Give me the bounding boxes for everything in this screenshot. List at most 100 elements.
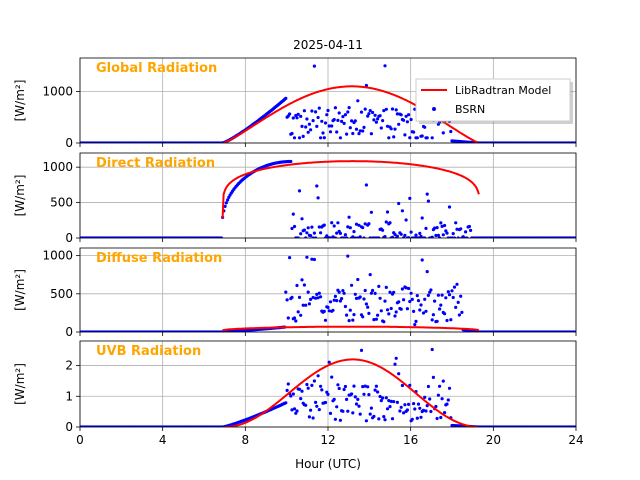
legend-box	[415, 78, 571, 122]
obs-point	[331, 235, 335, 238]
obs-point	[301, 303, 305, 307]
obs-point	[403, 403, 407, 407]
obs-point	[296, 112, 300, 116]
y-tick-label: 0	[65, 231, 73, 245]
obs-point	[426, 199, 430, 203]
obs-point	[407, 286, 411, 291]
obs-point	[363, 288, 367, 293]
model-line	[222, 325, 479, 332]
obs-point	[341, 289, 345, 293]
obs-point	[302, 228, 306, 232]
obs-point	[446, 398, 450, 402]
obs-point	[430, 347, 434, 352]
obs-point	[311, 119, 315, 123]
obs-point	[416, 299, 421, 303]
obs-point	[304, 125, 308, 129]
obs-point	[310, 257, 314, 261]
obs-point	[315, 292, 319, 296]
obs-point	[315, 184, 319, 188]
obs-point	[403, 233, 407, 237]
obs-point	[399, 232, 403, 236]
obs-point	[392, 290, 396, 294]
obs-point	[307, 302, 311, 306]
y-tick-label: 1000	[42, 160, 73, 174]
figure-title: 2025-04-11	[293, 38, 363, 52]
x-tick-label: 12	[320, 433, 335, 447]
obs-point	[385, 210, 390, 214]
obs-point	[425, 270, 429, 274]
obs-point	[358, 295, 362, 299]
obs-point	[450, 289, 454, 293]
obs-point	[363, 222, 367, 226]
obs-point	[291, 392, 295, 396]
obs-point	[367, 311, 371, 315]
obs-point	[292, 136, 297, 140]
obs-point	[323, 121, 328, 125]
obs-point	[300, 278, 304, 282]
obs-point	[430, 318, 434, 322]
obs-point	[434, 233, 438, 238]
obs-point	[393, 127, 397, 131]
obs-point	[317, 106, 321, 110]
obs-point	[423, 297, 427, 301]
obs-point	[351, 235, 355, 238]
obs-point	[354, 127, 359, 131]
obs-point	[306, 290, 310, 294]
legend-model-label: LibRadtran Model	[455, 84, 551, 97]
obs-point	[342, 387, 346, 392]
obs-point	[368, 273, 372, 277]
obs-point	[429, 288, 433, 292]
obs-point	[353, 119, 357, 123]
obs-point	[311, 295, 315, 300]
obs-point	[409, 117, 413, 122]
x-tick-label: 8	[242, 433, 250, 447]
obs-point	[310, 225, 314, 229]
obs-point	[358, 129, 362, 133]
obs-point	[294, 319, 298, 323]
obs-point	[382, 320, 386, 324]
obs-point	[316, 115, 320, 120]
obs-point	[385, 124, 390, 128]
obs-point	[420, 134, 424, 138]
obs-point	[316, 196, 320, 200]
obs-point	[415, 416, 419, 420]
obs-point	[353, 395, 357, 399]
obs-point	[300, 389, 304, 393]
obs-point	[302, 109, 306, 113]
obs-point	[348, 226, 352, 230]
obs-point	[368, 109, 372, 113]
obs-point	[299, 397, 303, 401]
obs-point	[319, 231, 323, 235]
obs-point	[297, 189, 302, 193]
obs-point	[361, 315, 365, 319]
obs-point	[361, 385, 365, 389]
obs-point	[424, 309, 428, 313]
panel-2: 0 500 1000 Direct Radiation [W/m²]	[13, 152, 577, 245]
obs-point	[441, 131, 445, 135]
obs-point	[317, 291, 321, 295]
obs-point	[286, 382, 290, 386]
y-tick-label: 500	[50, 287, 73, 301]
obs-point	[439, 221, 443, 225]
x-tick-label: 24	[568, 433, 583, 447]
obs-point	[290, 131, 294, 136]
obs-point	[395, 400, 399, 404]
obs-point	[443, 223, 447, 228]
obs-point	[384, 285, 388, 289]
y-tick-label: 0	[65, 136, 73, 150]
obs-point	[321, 131, 325, 135]
obs-point	[457, 313, 461, 317]
obs-point	[424, 226, 428, 230]
obs-point	[425, 192, 429, 196]
obs-point	[326, 108, 330, 113]
panel-label: Global Radiation	[96, 61, 217, 76]
obs-point	[405, 408, 409, 412]
obs-point	[426, 293, 430, 297]
obs-point	[327, 124, 331, 128]
obs-point	[431, 375, 435, 379]
obs-point	[379, 126, 383, 130]
obs-point	[379, 309, 383, 313]
panel-label: Direct Radiation	[96, 156, 215, 171]
obs-point	[420, 216, 424, 220]
